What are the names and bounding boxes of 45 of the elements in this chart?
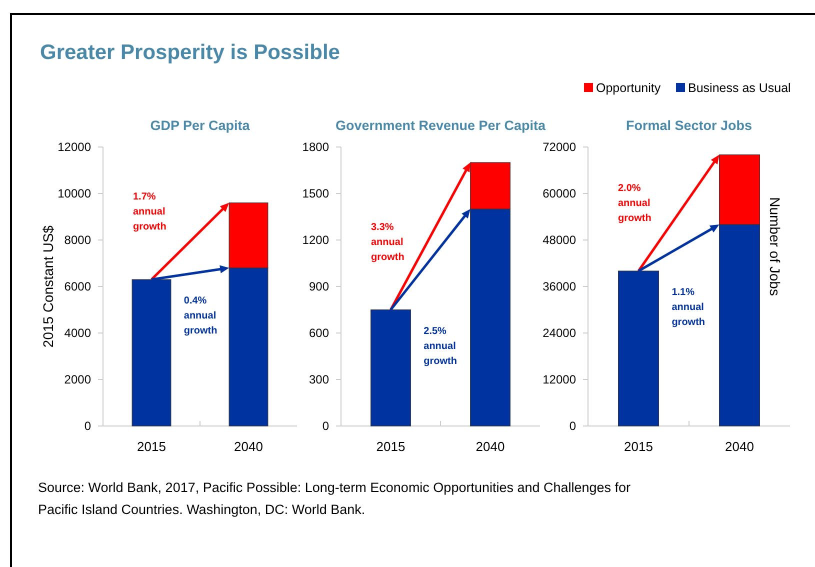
annotation: 1.7% annual growth [133, 192, 166, 233]
y-axis-title: 2015 Constant US$ [40, 225, 56, 348]
y-tick-label: 900 [308, 280, 330, 294]
annotation: 0.4% annual growth [184, 296, 218, 337]
y-tick-label: 2000 [64, 372, 92, 387]
chart-title: Formal Sector Jobs [626, 118, 752, 133]
chart-title: GDP Per Capita [150, 118, 250, 133]
y-tick-label: 10000 [58, 186, 92, 201]
y-tick-label: 12000 [542, 372, 576, 387]
bar [618, 270, 659, 426]
y-axis-title: Number of Jobs [767, 197, 783, 296]
y-tick-label: 8000 [64, 233, 92, 248]
y-tick-label: 0 [322, 419, 330, 434]
legend-label: Opportunity [596, 81, 662, 95]
source-note: Source: World Bank, 2017, Pacific Possible: Long-term Economic Opportunities and Challenges for Pacific Island Countries. Washington, DC: World Bank. [38, 480, 632, 517]
y-tick-label: 72000 [542, 140, 576, 154]
x-tick-label: 2015 [376, 439, 406, 454]
y-tick-label: 12000 [58, 140, 92, 154]
y-tick-label: 36000 [542, 280, 576, 294]
bar [132, 279, 172, 426]
x-tick-label: 2040 [234, 439, 263, 454]
y-tick-label: 1800 [302, 140, 330, 154]
annotation: 2.0% annual growth [618, 183, 652, 224]
annotation: 3.3% annual growth [371, 222, 404, 263]
y-tick-label: 0 [84, 419, 92, 434]
bar [370, 309, 411, 426]
x-tick-label: 2015 [137, 439, 166, 454]
y-tick-label: 300 [308, 372, 330, 387]
y-tick-label: 600 [308, 326, 330, 340]
y-tick-label: 0 [569, 419, 576, 434]
y-tick-label: 24000 [542, 326, 576, 340]
x-tick-label: 2040 [725, 439, 754, 454]
x-tick-label: 2040 [476, 439, 505, 454]
y-tick-label: 1500 [302, 186, 330, 201]
y-tick-label: 60000 [542, 186, 576, 201]
legend-label: Business as Usual [688, 81, 791, 95]
annotation: 1.1% annual growth [672, 287, 706, 328]
y-tick-label: 6000 [64, 280, 92, 294]
y-tick-label: 1200 [302, 233, 330, 248]
text: Greater Prosperity is Possible [40, 41, 340, 64]
chart-title: Government Revenue Per Capita [335, 118, 546, 133]
y-tick-label: 48000 [542, 233, 576, 248]
y-tick-label: 4000 [64, 326, 92, 340]
x-tick-label: 2015 [624, 439, 653, 454]
annotation: 2.5% annual growth [424, 326, 457, 367]
